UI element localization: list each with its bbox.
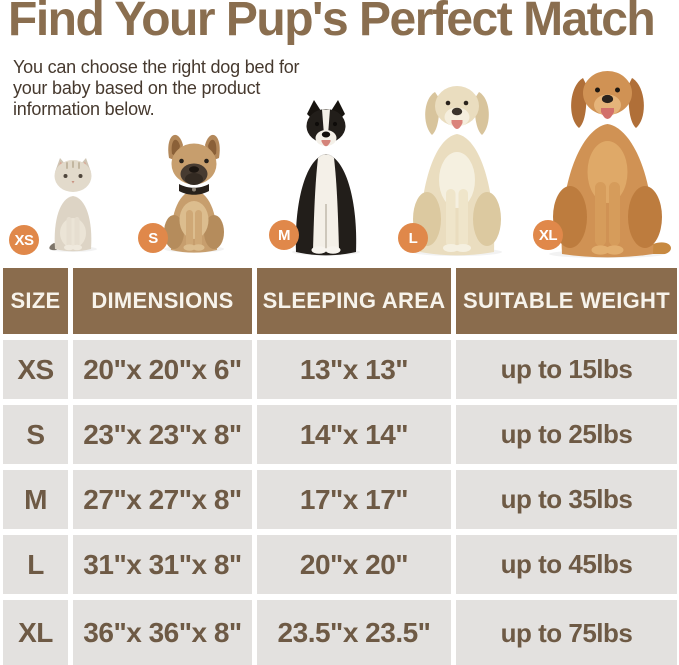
french-bulldog-image bbox=[156, 126, 232, 253]
size-badge-l: L bbox=[398, 223, 428, 253]
size-cell-l: L bbox=[3, 535, 68, 594]
golden-retriever-image bbox=[537, 62, 678, 258]
suitable-weight-cell-xl: up to 75lbs bbox=[456, 600, 677, 665]
size-cell-xs: XS bbox=[3, 340, 68, 399]
sleeping-area-cell-xs: 13"x 13" bbox=[257, 340, 451, 399]
size-badge-m: M bbox=[269, 220, 299, 250]
sleeping-area-cell-s: 14"x 14" bbox=[257, 405, 451, 464]
suitable-weight-cell-m: up to 35lbs bbox=[456, 470, 677, 529]
subtitle-line: information below. bbox=[13, 99, 155, 119]
cat-image bbox=[46, 153, 100, 253]
dimensions-cell-l: 31"x 31"x 8" bbox=[73, 535, 252, 594]
border-collie-image bbox=[285, 99, 367, 256]
column-header-size: SIZE bbox=[3, 268, 68, 334]
subtitle-line: You can choose the right dog bed for bbox=[13, 57, 300, 77]
column-header-dimensions: DIMENSIONS bbox=[73, 268, 252, 334]
size-badge-s: S bbox=[138, 223, 168, 253]
suitable-weight-cell-l: up to 45lbs bbox=[456, 535, 677, 594]
size-cell-m: M bbox=[3, 470, 68, 529]
column-header-sleeping-area: SLEEPING AREA bbox=[257, 268, 451, 334]
size-badge-xl: XL bbox=[533, 220, 563, 250]
size-cell-s: S bbox=[3, 405, 68, 464]
sleeping-area-cell-l: 20"x 20" bbox=[257, 535, 451, 594]
column-header-suitable-weight: SUITABLE WEIGHT bbox=[456, 268, 677, 334]
size-cell-xl: XL bbox=[3, 600, 68, 665]
dimensions-cell-xl: 36"x 36"x 8" bbox=[73, 600, 252, 665]
suitable-weight-cell-s: up to 25lbs bbox=[456, 405, 677, 464]
dimensions-cell-xs: 20"x 20"x 6" bbox=[73, 340, 252, 399]
subtitle-line: your baby based on the product bbox=[13, 78, 261, 98]
dimensions-cell-s: 23"x 23"x 8" bbox=[73, 405, 252, 464]
suitable-weight-cell-xs: up to 15lbs bbox=[456, 340, 677, 399]
sleeping-area-cell-m: 17"x 17" bbox=[257, 470, 451, 529]
cream-golden-retriever-image bbox=[401, 77, 513, 256]
size-table: SIZE DIMENSIONS SLEEPING AREA SUITABLE W… bbox=[3, 268, 677, 665]
dimensions-cell-m: 27"x 27"x 8" bbox=[73, 470, 252, 529]
page-title: Find Your Pup's Perfect Match bbox=[8, 0, 656, 46]
size-badge-xs: XS bbox=[9, 225, 39, 255]
sleeping-area-cell-xl: 23.5"x 23.5" bbox=[257, 600, 451, 665]
page-subtitle: You can choose the right dog bed for you… bbox=[13, 57, 300, 120]
